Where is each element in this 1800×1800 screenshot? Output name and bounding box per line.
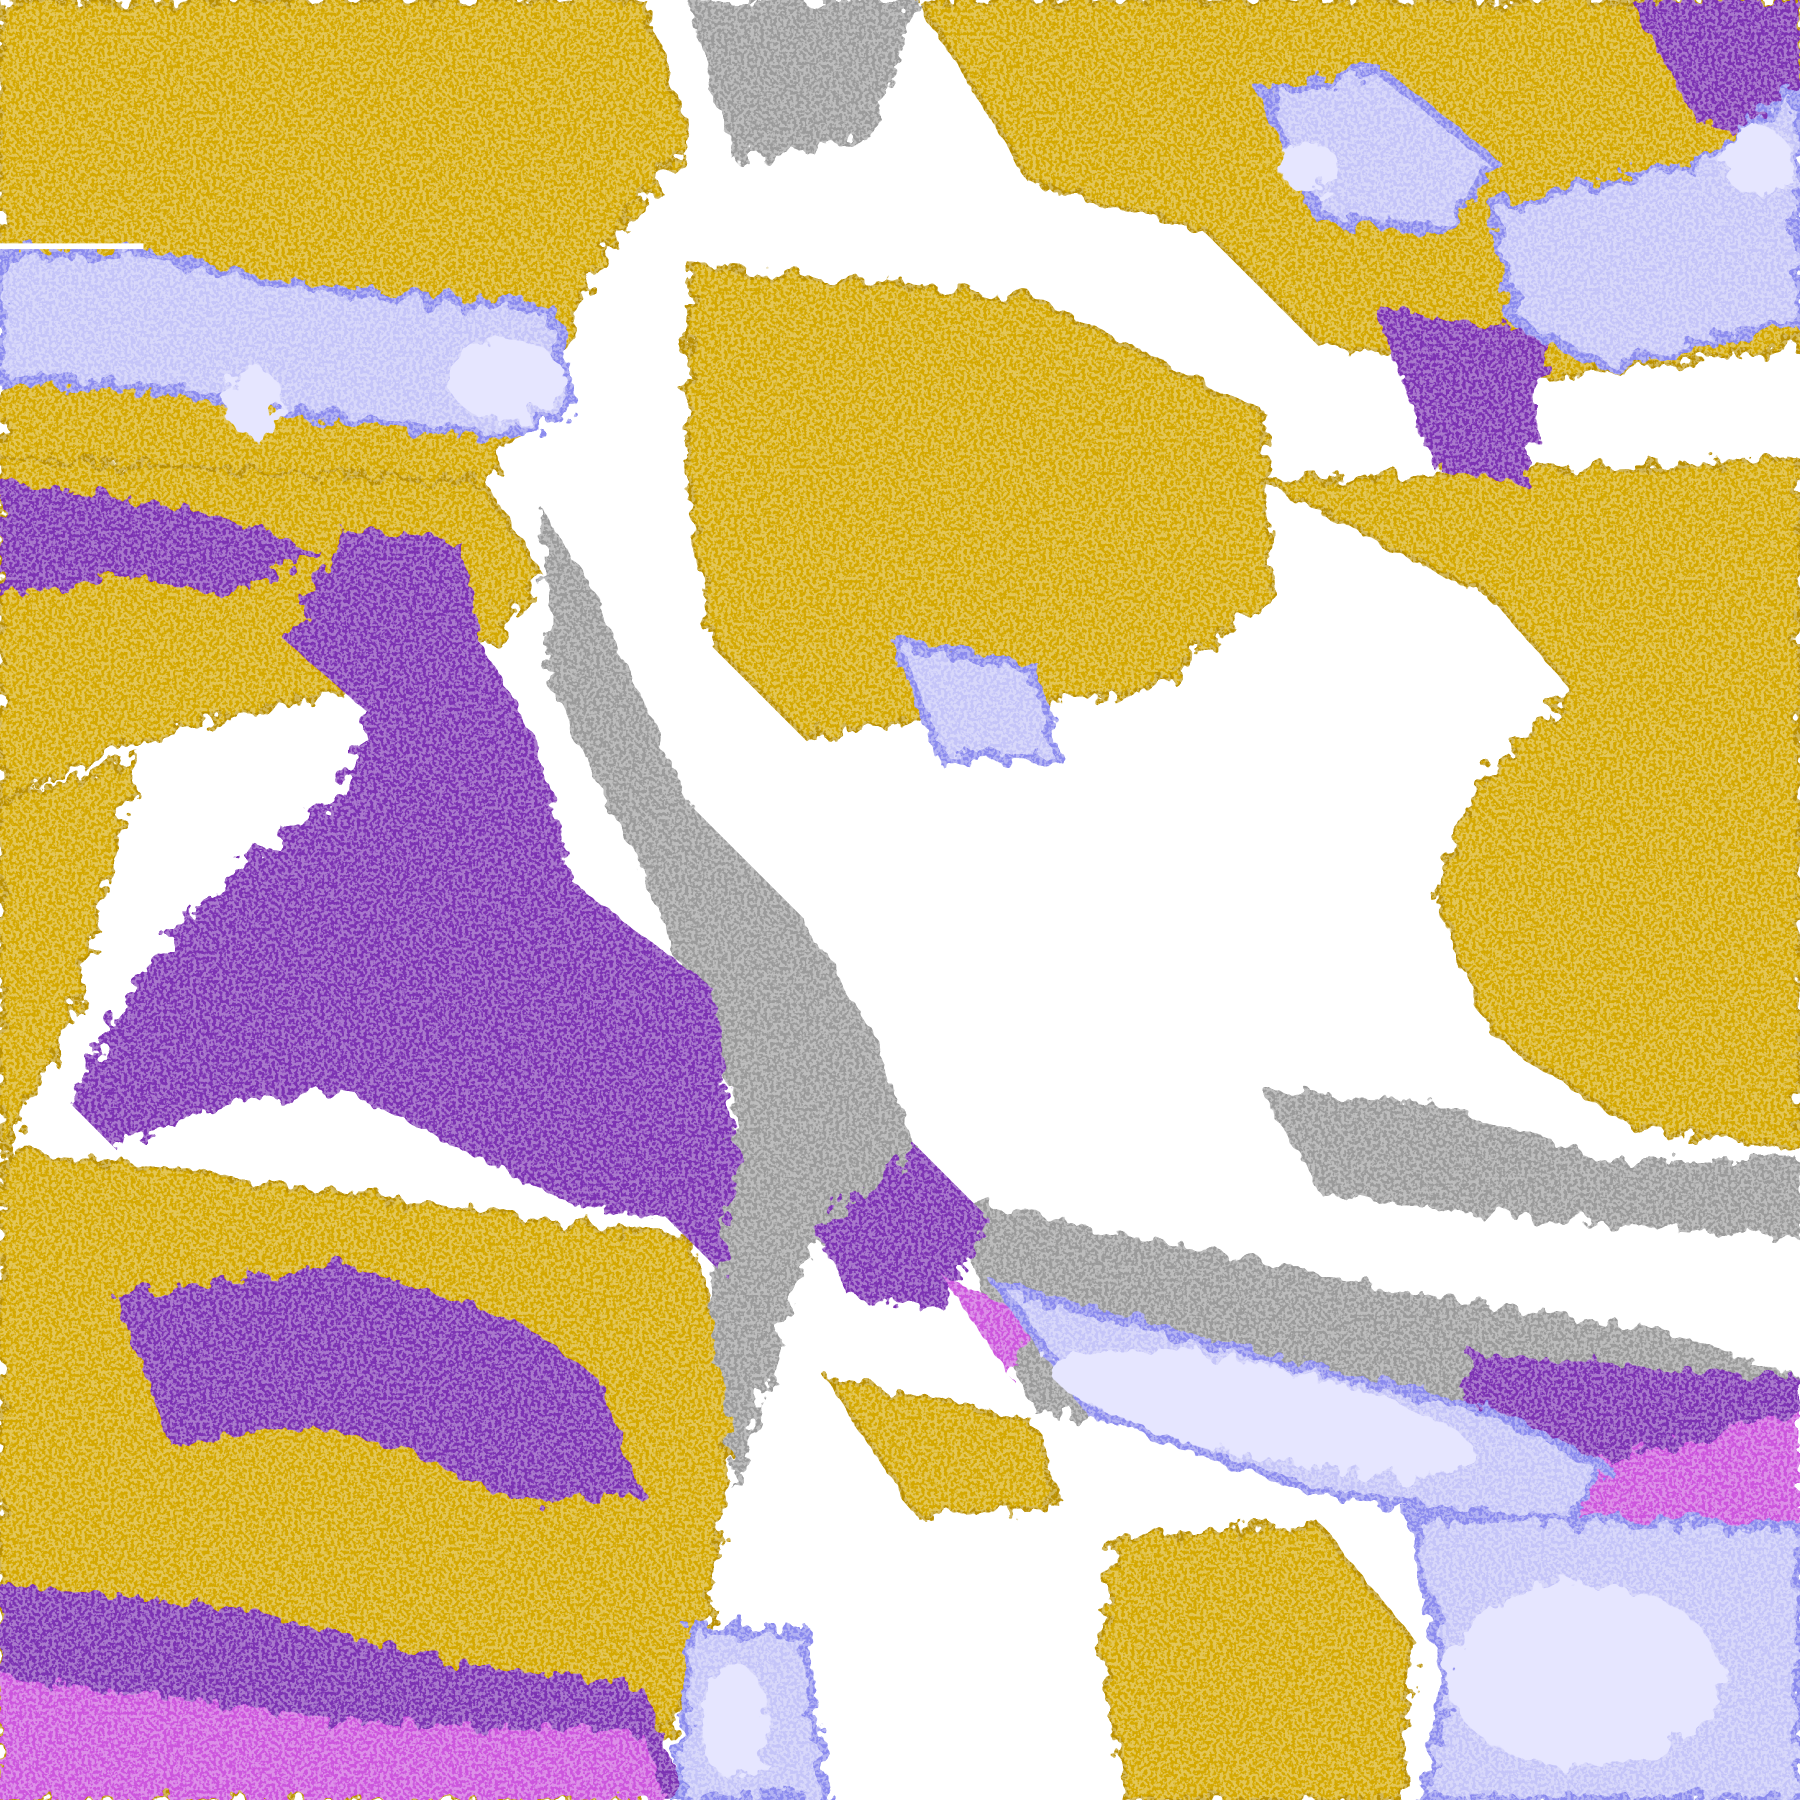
bright-cloud-cores [223, 126, 1791, 1780]
image-artifact-line [0, 243, 144, 250]
